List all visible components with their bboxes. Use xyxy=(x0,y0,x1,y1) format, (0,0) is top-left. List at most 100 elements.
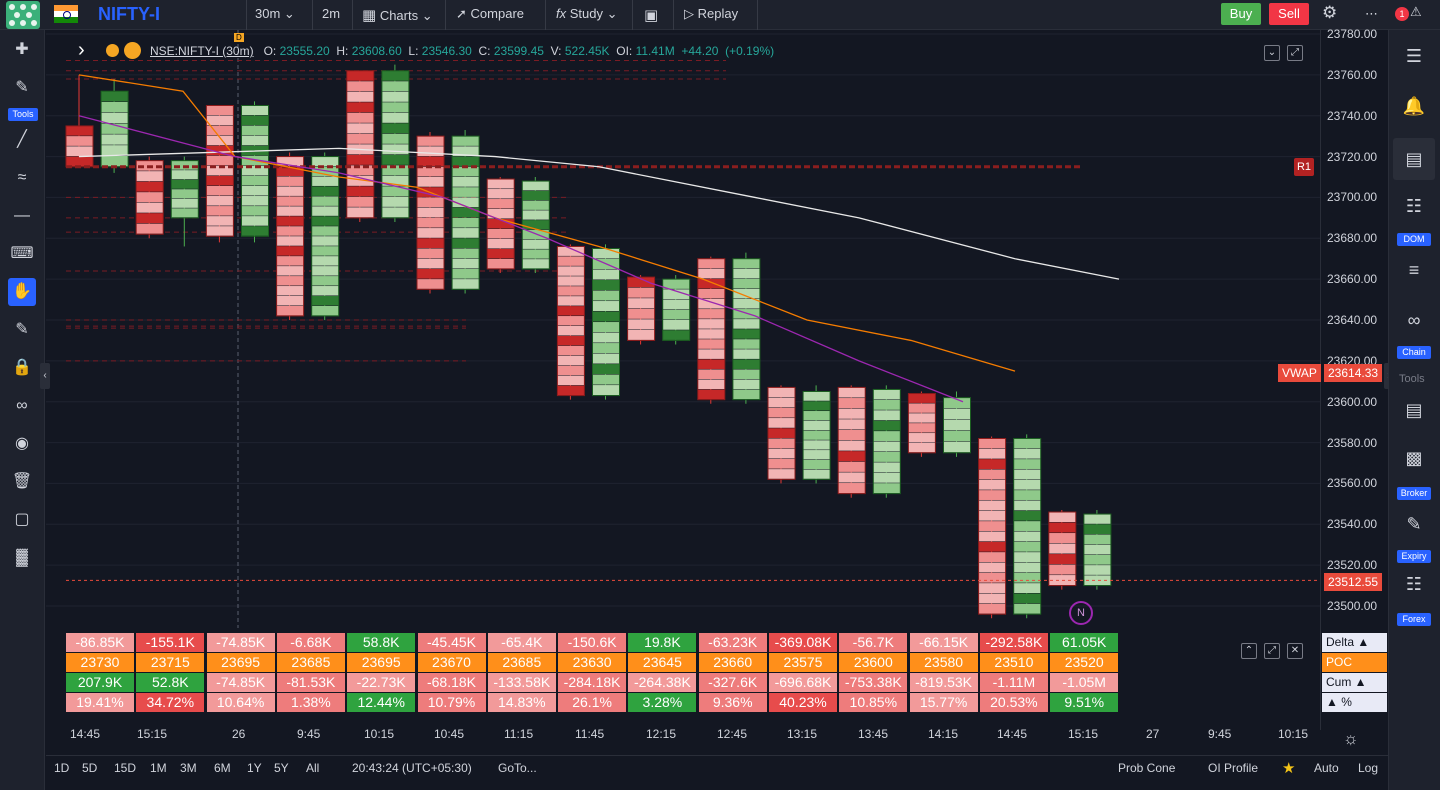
brush-icon[interactable]: ✎ xyxy=(15,321,29,338)
footprint-cell xyxy=(732,319,760,329)
prob-cone-button[interactable]: Prob Cone xyxy=(1118,761,1176,775)
left-collapse-icon[interactable]: ‹ xyxy=(40,363,50,389)
footprint-cell xyxy=(241,185,269,196)
footprint-cell xyxy=(1083,534,1111,545)
range-button-6m[interactable]: 6M xyxy=(214,761,231,775)
chain-label[interactable]: Chain xyxy=(1397,346,1431,359)
range-button-15d[interactable]: 15D xyxy=(114,761,137,775)
charts-menu[interactable]: ▦ Charts ⌄ xyxy=(362,7,433,24)
interval-selector[interactable]: 30m ⌄ xyxy=(255,6,295,21)
replay-button[interactable]: ▷ Replay xyxy=(684,6,739,21)
more-icon[interactable]: ⋯ xyxy=(1365,6,1378,21)
footprint-cell xyxy=(311,286,339,296)
interval-2m-button[interactable]: 2m xyxy=(322,6,341,21)
chain-icon[interactable]: ∞ xyxy=(1407,310,1421,330)
chart-area[interactable] xyxy=(46,30,1320,628)
range-button-all[interactable]: All xyxy=(306,761,320,775)
expiry-icon[interactable]: ✎ xyxy=(1406,514,1422,534)
maximize-icon[interactable]: ⤢ xyxy=(1287,45,1303,61)
auto-button[interactable]: Auto xyxy=(1314,761,1339,775)
footprint-cell xyxy=(627,308,655,319)
stats-row-label[interactable]: POC xyxy=(1322,653,1387,672)
calendar-icon[interactable]: ☷ xyxy=(1405,574,1423,594)
stats-row-label[interactable]: Cum ▲ xyxy=(1322,673,1387,692)
dom-icon[interactable]: ☷ xyxy=(1405,196,1423,216)
stats-cell: 23670 xyxy=(417,653,486,672)
buy-button[interactable]: Buy xyxy=(1221,3,1261,25)
camera-icon[interactable]: ▣ xyxy=(644,7,659,24)
time-tick: 15:15 xyxy=(137,727,168,741)
collapse-icon[interactable]: ⌄ xyxy=(1264,45,1280,61)
cursor-hand-icon[interactable]: ✋ xyxy=(8,278,36,306)
bell-icon[interactable]: 🔔 xyxy=(1402,96,1426,116)
footprint-cell xyxy=(241,115,269,126)
footprint-cell xyxy=(452,279,480,289)
range-button-1y[interactable]: 1Y xyxy=(247,761,262,775)
pattern-icon[interactable]: ≈ xyxy=(17,169,27,186)
horizontal-line-icon[interactable]: — xyxy=(14,207,30,224)
symbol-search[interactable]: NIFTY-I xyxy=(98,4,160,24)
panels-icon[interactable]: ▤ xyxy=(1405,400,1423,420)
ruler-icon[interactable]: ▢ xyxy=(14,511,30,528)
trash-icon[interactable]: 🗑 xyxy=(11,473,33,490)
layers-icon[interactable]: ☰ xyxy=(1405,46,1423,66)
expiry-label[interactable]: Expiry xyxy=(1397,550,1431,563)
forex-label[interactable]: Forex xyxy=(1397,613,1431,626)
footprint-cell xyxy=(557,345,585,356)
panel-close-icon[interactable]: ✕ xyxy=(1287,643,1303,659)
text-tool-icon[interactable]: ⌨ xyxy=(10,245,34,262)
stats-cell: 23645 xyxy=(628,653,697,672)
star-icon[interactable]: ★ xyxy=(1282,760,1296,777)
footprint-cell xyxy=(452,248,480,259)
low-value: 23546.30 xyxy=(421,44,472,58)
bullish-candle xyxy=(170,160,199,219)
chevron-right-icon[interactable]: › xyxy=(78,39,85,61)
chart-settings-icon[interactable]: ☼ xyxy=(1343,729,1359,748)
range-button-3m[interactable]: 3M xyxy=(180,761,197,775)
footprint-cell xyxy=(381,133,409,144)
dom-label[interactable]: DOM xyxy=(1397,233,1431,246)
oi-profile-button[interactable]: OI Profile xyxy=(1208,761,1259,775)
log-button[interactable]: Log xyxy=(1358,761,1379,775)
footprint-cell xyxy=(1083,575,1111,586)
app-logo[interactable] xyxy=(6,1,40,29)
alert-icon[interactable]: ⚠ xyxy=(1410,4,1422,19)
time-axis[interactable]: 14:45 15:15 26 9:45 10:15 10:45 11:15 11:45 12:1… xyxy=(46,722,1320,746)
footprint-cell xyxy=(136,213,164,224)
footprint-cell xyxy=(346,175,374,186)
list-icon[interactable]: ≡ xyxy=(1408,260,1420,280)
link-icon[interactable]: ∞ xyxy=(16,397,28,414)
footprint-cell xyxy=(276,226,304,236)
stats-row-label[interactable]: ▲ % xyxy=(1322,693,1387,712)
pencil-icon[interactable]: ✎ xyxy=(15,79,29,96)
apps-grid-icon[interactable]: ▩ xyxy=(1405,448,1423,468)
footprint-cell xyxy=(732,278,760,289)
lock-icon[interactable]: 🔒 xyxy=(12,359,32,376)
watchlist-icon[interactable]: ▤ xyxy=(1393,138,1435,180)
ticker-label[interactable]: NSE:NIFTY-I (30m) xyxy=(150,44,254,58)
footprint-chart[interactable] xyxy=(46,30,1320,628)
news-marker[interactable]: N xyxy=(1069,601,1093,625)
range-button-5y[interactable]: 5Y xyxy=(274,761,289,775)
range-button-5d[interactable]: 5D xyxy=(82,761,98,775)
goto-button[interactable]: GoTo... xyxy=(498,761,537,775)
crosshair-icon[interactable]: ✚ xyxy=(15,41,29,58)
range-button-1d[interactable]: 1D xyxy=(54,761,70,775)
settings-gear-icon[interactable]: ⚙ xyxy=(1322,3,1338,22)
stats-cell: 40.23% xyxy=(769,693,837,712)
footprint-cell xyxy=(276,246,304,256)
study-menu[interactable]: fx Study ⌄ xyxy=(556,6,618,21)
eye-icon[interactable]: ◉ xyxy=(15,435,29,452)
compare-button[interactable]: ➚ Compare xyxy=(456,6,524,21)
panel-up-icon[interactable]: ⌃ xyxy=(1241,643,1257,659)
time-tick: 11:15 xyxy=(504,727,534,741)
footprint-cell xyxy=(732,359,760,369)
trendline-icon[interactable]: ╱ xyxy=(17,131,27,148)
panel-maximize-icon[interactable]: ⤢ xyxy=(1264,643,1280,659)
magnet-icon[interactable]: ▓ xyxy=(16,549,28,566)
notification-badge[interactable]: 1 xyxy=(1395,7,1409,21)
range-button-1m[interactable]: 1M xyxy=(150,761,167,775)
broker-label[interactable]: Broker xyxy=(1397,487,1431,500)
stats-row-label[interactable]: Delta ▲ xyxy=(1322,633,1387,652)
sell-button[interactable]: Sell xyxy=(1269,3,1309,25)
